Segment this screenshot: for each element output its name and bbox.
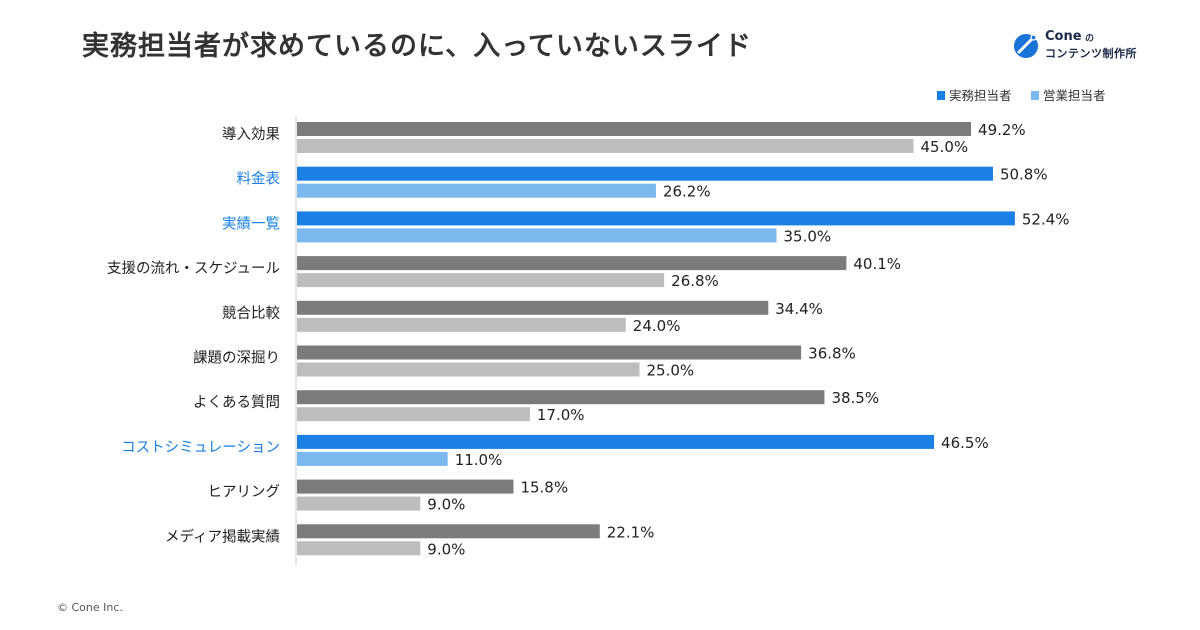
bar-series-1 xyxy=(297,345,802,360)
brand-connector: の xyxy=(1085,34,1095,44)
brand-subtitle: コンテンツ制作所 xyxy=(1045,47,1137,60)
bar-series-2 xyxy=(297,139,914,153)
data-label: 26.2% xyxy=(663,183,711,201)
legend-swatch xyxy=(1031,91,1039,100)
bar-series-2 xyxy=(297,541,421,556)
category-label: 競合比較 xyxy=(222,304,280,322)
bar-series-2 xyxy=(297,183,656,198)
data-label: 50.8% xyxy=(1000,166,1048,184)
category-label: 課題の深掘り xyxy=(193,350,280,367)
category-label: メディア掲載実績 xyxy=(165,527,280,545)
data-label: 49.2% xyxy=(978,121,1026,139)
category-label: よくある質問 xyxy=(193,393,280,411)
data-label: 9.0% xyxy=(427,496,465,514)
bar-series-1 xyxy=(297,300,769,315)
data-label: 11.0% xyxy=(455,451,503,469)
bar-series-1 xyxy=(297,479,514,494)
category-label: ヒアリング xyxy=(208,484,281,501)
legend-label: 実務担当者 xyxy=(949,88,1012,103)
data-label: 35.0% xyxy=(784,227,832,245)
bar-series-2 xyxy=(297,273,665,288)
data-label: 38.5% xyxy=(831,389,879,407)
copyright: © Cone Inc. xyxy=(57,601,123,614)
data-label: 24.0% xyxy=(633,317,681,335)
brand-name: Cone xyxy=(1045,29,1082,44)
data-label: 17.0% xyxy=(537,406,585,424)
bar-series-2 xyxy=(297,317,626,332)
data-label: 26.8% xyxy=(671,272,719,290)
bar-series-2 xyxy=(297,407,530,422)
data-label: 46.5% xyxy=(941,434,989,452)
bar-series-1 xyxy=(297,166,993,181)
data-label: 36.8% xyxy=(808,345,856,363)
data-label: 52.4% xyxy=(1022,210,1070,228)
bar-series-2 xyxy=(297,362,640,377)
data-label: 15.8% xyxy=(520,479,568,497)
category-label: 実績一覧 xyxy=(222,215,280,232)
data-label: 9.0% xyxy=(427,540,465,558)
bar-series-1 xyxy=(297,524,600,539)
bar-series-2 xyxy=(297,496,421,511)
bar-series-1 xyxy=(297,256,847,271)
data-label: 34.4% xyxy=(775,300,823,318)
bar-series-1 xyxy=(297,390,825,405)
bar-series-1 xyxy=(297,211,1015,226)
cone-logo-icon xyxy=(1014,34,1038,58)
data-label: 25.0% xyxy=(647,362,695,380)
category-label: 導入効果 xyxy=(222,126,280,143)
legend-label: 営業担当者 xyxy=(1043,88,1106,103)
legend-swatch xyxy=(937,91,945,100)
bar-series-2 xyxy=(297,228,777,243)
category-label: 支援の流れ・スケジュール xyxy=(107,260,280,277)
category-label: 料金表 xyxy=(237,171,281,188)
page-title: 実務担当者が求めているのに、入っていないスライド xyxy=(82,31,752,62)
bar-series-1 xyxy=(297,434,935,449)
bar-series-1 xyxy=(297,122,972,136)
bar-series-2 xyxy=(297,451,448,466)
category-label: コストシミュレーション xyxy=(121,440,280,456)
brand-logo: Cone の コンテンツ制作所 xyxy=(1013,28,1163,64)
data-label: 22.1% xyxy=(607,523,655,541)
data-label: 40.1% xyxy=(853,255,901,273)
data-label: 45.0% xyxy=(921,138,969,156)
